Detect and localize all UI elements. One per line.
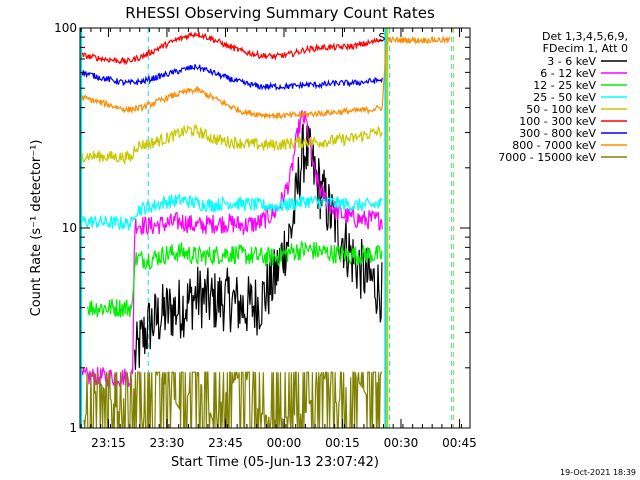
x-tick-label: 23:30 (150, 436, 185, 450)
y-tick-label: 1 (69, 421, 77, 435)
y-axis-label: Count Rate (s⁻¹ detector⁻¹) (29, 140, 44, 317)
x-tick-label: 23:45 (208, 436, 243, 450)
legend-header-line-1: Det 1,3,4,5,6,9, (542, 30, 628, 43)
legend-entry: 12 - 25 keV (533, 79, 627, 92)
footer-timestamp: 19-Oct-2021 18:39 (560, 468, 636, 477)
x-tick-label: 00:00 (267, 436, 302, 450)
series-line-7 (81, 64, 383, 92)
legend-entry-label: 3 - 6 keV (547, 55, 596, 68)
legend-entry: 50 - 100 keV (526, 103, 627, 116)
series-line-3 (87, 240, 383, 318)
x-tick-label: 00:15 (325, 436, 360, 450)
legend-entry-label: 800 - 7000 keV (512, 139, 596, 152)
legend-entry-label: 12 - 25 keV (533, 79, 596, 92)
series-layer (81, 31, 451, 428)
x-tick-label: 00:45 (442, 436, 477, 450)
legend-header-line-2: FDecim 1, Att 0 (543, 42, 628, 55)
legend-entry: 6 - 12 keV (540, 67, 627, 80)
series-line-2 (81, 110, 383, 388)
x-axis-label: Start Time (05-Jun-13 23:07:42) (171, 455, 379, 470)
x-axis: 23:15 23:30 23:45 00:00 00:15 00:30 00:45 (80, 28, 477, 450)
x-tick-label: 23:15 (91, 436, 126, 450)
legend-entry-label: 25 - 50 keV (533, 91, 596, 104)
legend: Det 1,3,4,5,6,9, FDecim 1, Att 0 3 - 6 k… (498, 30, 628, 164)
series-line-8 (81, 34, 451, 120)
legend-entry: 7000 - 15000 keV (498, 151, 627, 164)
legend-entry-label: 100 - 300 keV (519, 115, 596, 128)
series-line-4 (81, 193, 383, 232)
s-marker: S (378, 31, 385, 44)
series-line-5 (81, 123, 383, 166)
series-line-6 (81, 31, 383, 66)
legend-entry: 3 - 6 keV (547, 55, 627, 68)
chart-title: RHESSI Observing Summary Count Rates (125, 4, 435, 22)
series-line-9 (83, 370, 383, 428)
legend-entry: 300 - 800 keV (519, 127, 627, 140)
legend-entry: 100 - 300 keV (519, 115, 627, 128)
x-tick-label: 00:30 (384, 436, 419, 450)
legend-entry-label: 50 - 100 keV (526, 103, 596, 116)
legend-entry: 25 - 50 keV (533, 91, 627, 104)
legend-entry: 800 - 7000 keV (512, 139, 627, 152)
y-tick-label: 100 (54, 21, 77, 35)
legend-entry-label: 7000 - 15000 keV (498, 151, 596, 164)
series-line-1 (134, 123, 383, 370)
legend-entry-label: 300 - 800 keV (519, 127, 596, 140)
legend-entry-label: 6 - 12 keV (540, 67, 596, 80)
y-tick-label: 10 (62, 221, 77, 235)
